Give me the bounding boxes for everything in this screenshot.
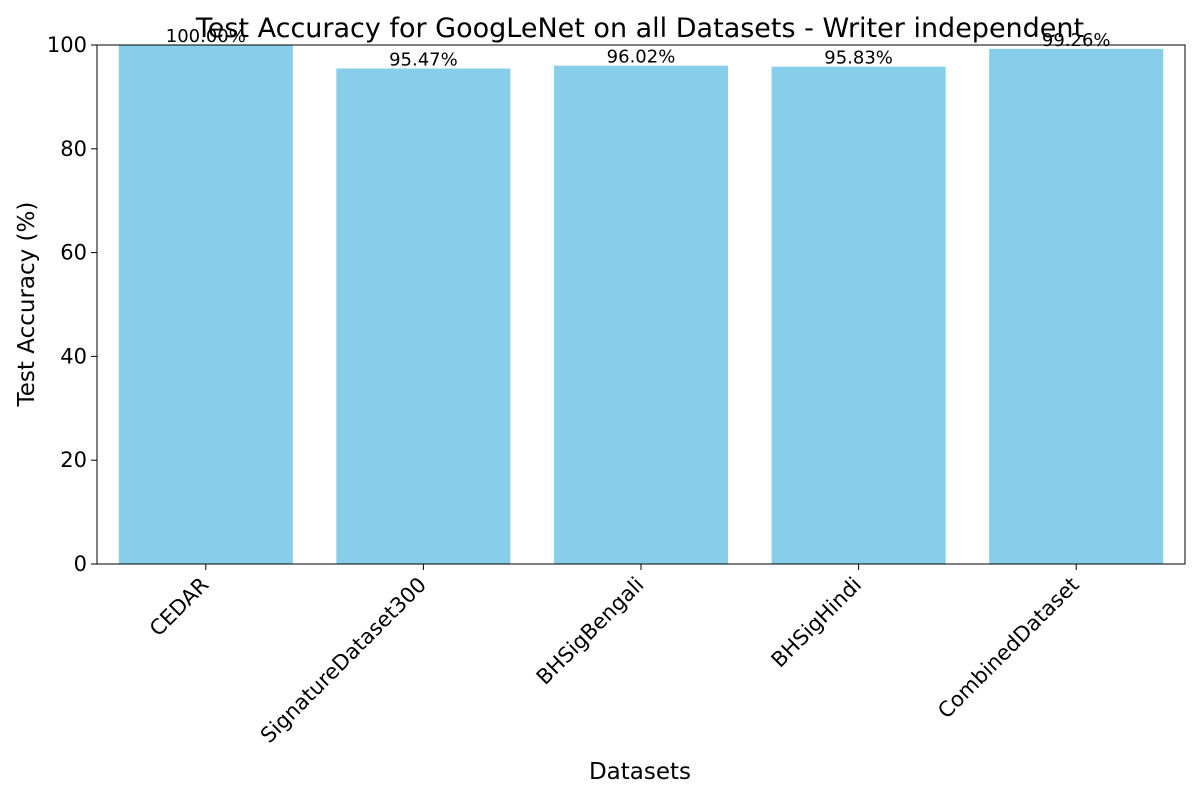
bar [553,65,729,565]
bar [118,45,293,564]
bar [989,48,1164,565]
y-tick-label: 60 [60,241,87,265]
data-label: 95.83% [824,48,893,69]
data-label: 99.26% [1042,30,1111,51]
data-labels-layer: 100.00% 95.47% 96.02% 95.83% 99.26% [166,26,1111,71]
y-tick-label: 20 [60,448,87,472]
chart-title: Test Accuracy for GoogLeNet on all Datas… [195,13,1084,44]
x-tick-label: BHSigBengali [532,573,649,690]
data-label: 96.02% [607,47,676,68]
y-axis-label: Test Accuracy (%) [14,202,40,408]
bars-layer [118,45,1164,565]
x-tick-label: CombinedDataset [933,573,1084,724]
y-tick-label: 100 [47,33,87,57]
data-label: 95.47% [389,50,458,71]
x-axis-label: Datasets [589,759,691,785]
plot-frame [96,44,1186,565]
x-tick-label: SignatureDataset300 [256,573,431,748]
x-tick-label: BHSigHindi [767,573,867,673]
y-tick-label: 80 [60,137,87,161]
y-tick-label: 0 [74,552,87,576]
x-tick-label: CEDAR [145,573,213,641]
bar [771,66,946,564]
bar [336,68,511,565]
x-axis: CEDAR SignatureDataset300 BHSigBengali BHSi… [145,564,1084,748]
y-axis: 0 20 40 60 80 100 [47,33,97,576]
y-tick-label: 40 [60,344,87,368]
data-label: 100.00% [166,26,246,47]
